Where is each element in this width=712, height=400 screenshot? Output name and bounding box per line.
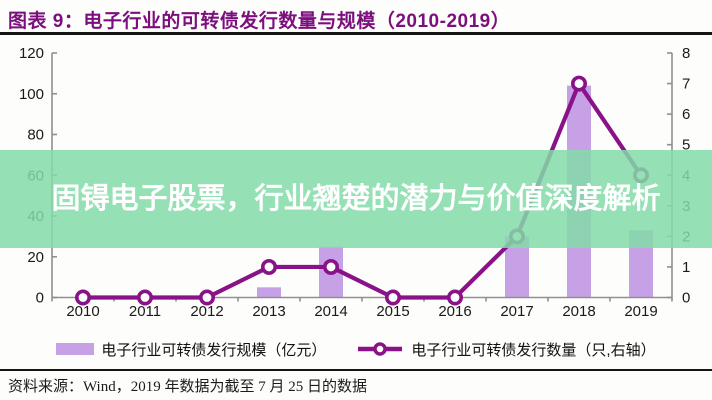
left-tick-label: 100 [19,86,44,103]
left-tick-label: 0 [36,290,44,307]
legend-item-count: 电子行业可转债发行数量（只,右轴） [356,339,656,360]
watermark-text: 固锝电子股票，行业翘楚的潜力与价值深度解析 [51,182,661,215]
left-tick-label: 20 [27,249,44,266]
year-label: 2010 [66,303,99,320]
point-2015 [384,289,401,306]
right-tick-label: 5 [682,137,690,154]
right-tick-label: 8 [682,45,690,62]
left-tick-label: 120 [19,45,44,62]
year-label: 2011 [129,303,161,320]
right-tick-label: 0 [682,290,690,307]
right-tick-label: 1 [682,259,690,276]
point-2013 [260,258,277,275]
year-label: 2018 [562,303,595,320]
bar-series-swatch [56,343,95,355]
legend-bar-label: 电子行业可转债发行规模（亿元） [101,341,327,359]
right-tick-label: 6 [682,106,690,123]
source-note: 资料来源：Wind，2019 年数据为截至 7 月 25 日的数据 [8,379,367,395]
bar-2013 [257,287,281,298]
year-label: 2014 [314,303,347,320]
point-2012 [199,289,216,306]
year-label: 2012 [190,303,223,320]
year-label: 2016 [438,303,471,320]
point-2014 [322,258,339,275]
header-divider [0,32,712,35]
point-2011 [137,289,154,306]
legend-item-scale: 电子行业可转债发行规模（亿元） [56,339,326,360]
right-tick-label: 7 [682,76,690,93]
year-label: 2013 [252,303,285,320]
legend-line-label: 电子行业可转债发行数量（只,右轴） [411,341,656,359]
point-2016 [446,289,463,306]
year-label: 2015 [376,303,409,320]
chart-legend: 电子行业可转债发行规模（亿元） 电子行业可转债发行数量（只,右轴） [0,336,712,362]
year-label: 2019 [624,303,657,320]
point-2018 [570,75,587,92]
left-tick-label: 80 [27,127,44,144]
year-label: 2017 [500,303,533,320]
point-2010 [75,289,92,306]
line-series-swatch [356,342,404,356]
figure-title: 图表 9：电子行业的可转债发行数量与规模（2010-2019） [8,11,511,32]
watermark-banner: 固锝电子股票，行业翘楚的潜力与价值深度解析 [0,150,712,248]
source-divider [0,369,712,371]
